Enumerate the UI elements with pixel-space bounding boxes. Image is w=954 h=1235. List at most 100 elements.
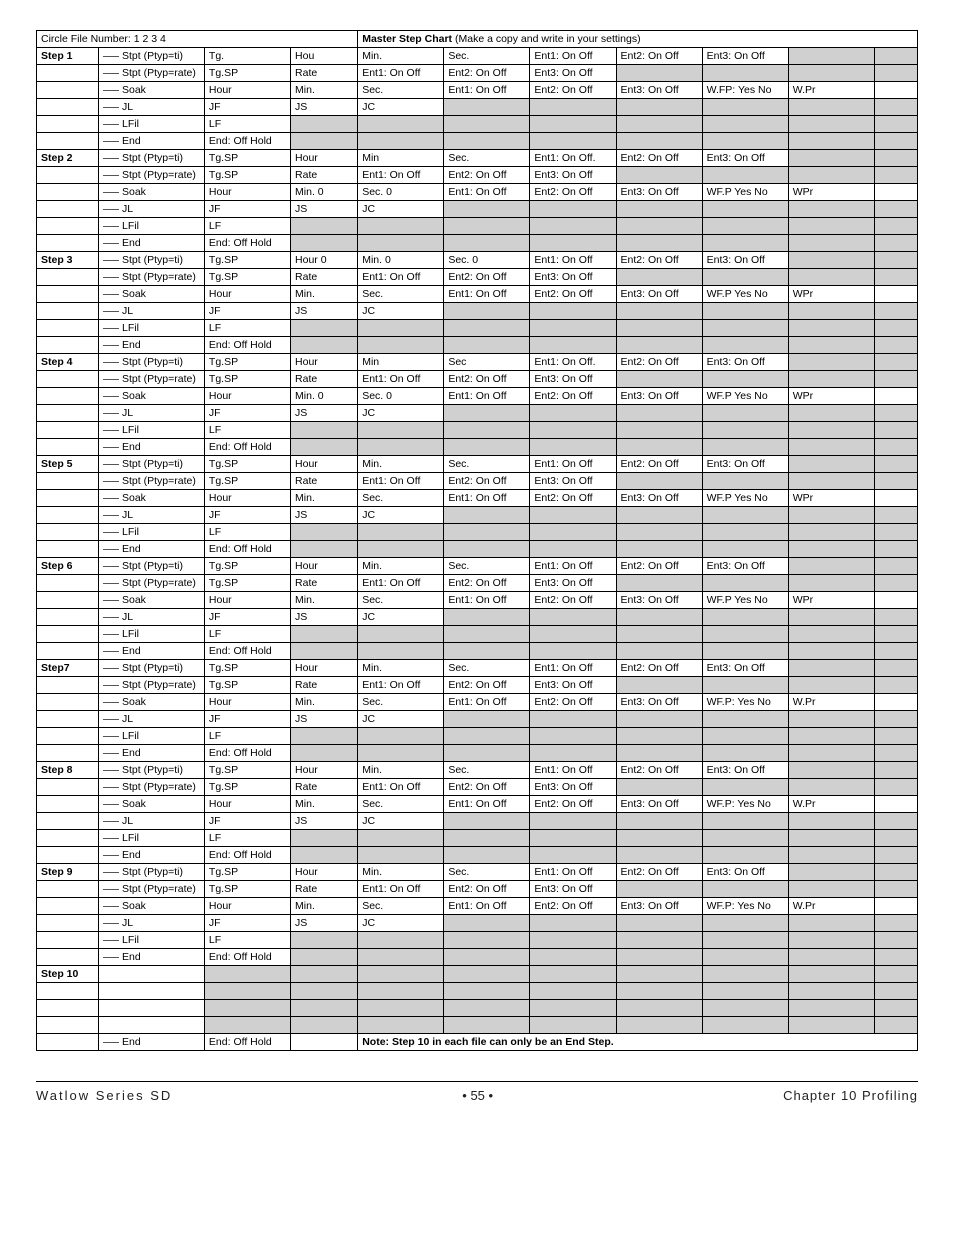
- row-label: End: [99, 745, 205, 762]
- step-blank: [37, 99, 99, 116]
- cell: [444, 405, 530, 422]
- cell: [530, 116, 616, 133]
- cell: Hour 0: [291, 252, 358, 269]
- cell: [616, 167, 702, 184]
- cell: Tg.SP: [204, 779, 290, 796]
- cell: [788, 762, 874, 779]
- cell: [702, 320, 788, 337]
- cell: [358, 133, 444, 150]
- cell: [702, 235, 788, 252]
- cell: [444, 847, 530, 864]
- cell: [874, 779, 917, 796]
- cell: Sec.: [358, 286, 444, 303]
- row-label: JL: [99, 915, 205, 932]
- row-label: End: [99, 133, 205, 150]
- row-label: Soak: [99, 388, 205, 405]
- header-title: Master Step Chart (Make a copy and write…: [358, 31, 918, 48]
- cell: Ent3: On Off: [530, 269, 616, 286]
- cell: [874, 48, 917, 65]
- cell: [788, 830, 874, 847]
- cell: [702, 949, 788, 966]
- cell: Ent3: On Off: [702, 864, 788, 881]
- cell: Sec.: [444, 864, 530, 881]
- cell: [788, 252, 874, 269]
- cell: Ent3: On Off: [530, 167, 616, 184]
- cell: W.Pr: [788, 898, 874, 915]
- cell: [358, 524, 444, 541]
- cell: [788, 218, 874, 235]
- cell: Ent1: On Off: [358, 677, 444, 694]
- cell: Ent3: On Off: [616, 796, 702, 813]
- step-blank: [37, 490, 99, 507]
- cell: [788, 337, 874, 354]
- cell: Ent3: On Off: [530, 371, 616, 388]
- cell: LF: [204, 932, 290, 949]
- row-label: Soak: [99, 694, 205, 711]
- cell: [874, 286, 917, 303]
- cell: Ent3: On Off: [702, 456, 788, 473]
- cell: Ent1: On Off: [530, 48, 616, 65]
- cell: [616, 337, 702, 354]
- cell: Ent2: On Off: [444, 269, 530, 286]
- step-blank: [37, 269, 99, 286]
- cell: [874, 473, 917, 490]
- row-label: Stpt (Ptyp=rate): [99, 575, 205, 592]
- cell: [444, 728, 530, 745]
- cell: [788, 728, 874, 745]
- cell: Min.: [291, 694, 358, 711]
- cell: [702, 116, 788, 133]
- cell: [702, 99, 788, 116]
- cell: Ent3: On Off: [616, 82, 702, 99]
- cell: [291, 949, 358, 966]
- cell: [291, 133, 358, 150]
- cell: End: Off Hold: [204, 133, 290, 150]
- cell: Min. 0: [291, 184, 358, 201]
- cell: [358, 728, 444, 745]
- cell: Rate: [291, 779, 358, 796]
- cell: Ent2: On Off: [616, 558, 702, 575]
- cell: [358, 745, 444, 762]
- cell: [530, 303, 616, 320]
- cell: Hour: [204, 694, 290, 711]
- cell: [788, 320, 874, 337]
- cell: [874, 405, 917, 422]
- cell: Ent2: On Off: [530, 82, 616, 99]
- cell: JC: [358, 201, 444, 218]
- cell: Ent2: On Off: [444, 167, 530, 184]
- step-label: Step 8: [37, 762, 99, 779]
- cell: [788, 660, 874, 677]
- cell: End: Off Hold: [204, 847, 290, 864]
- cell: [874, 82, 917, 99]
- cell: Ent3: On Off: [702, 150, 788, 167]
- cell: Ent1: On Off.: [530, 354, 616, 371]
- row-label: LFil: [99, 728, 205, 745]
- cell: [702, 779, 788, 796]
- cell: [702, 371, 788, 388]
- step-blank: [37, 745, 99, 762]
- cell: [616, 609, 702, 626]
- cell: [291, 439, 358, 456]
- step-blank: [37, 881, 99, 898]
- cell: [788, 48, 874, 65]
- cell: [444, 830, 530, 847]
- cell: Ent1: On Off: [444, 592, 530, 609]
- cell: [616, 711, 702, 728]
- row-label: Stpt (Ptyp=ti): [99, 456, 205, 473]
- row-label: Soak: [99, 898, 205, 915]
- cell: Min.: [358, 558, 444, 575]
- row-label: Stpt (Ptyp=rate): [99, 473, 205, 490]
- row-label: JL: [99, 507, 205, 524]
- cell: JC: [358, 711, 444, 728]
- cell: [874, 677, 917, 694]
- cell: [444, 337, 530, 354]
- cell: JF: [204, 915, 290, 932]
- cell: Min.: [358, 762, 444, 779]
- cell: [530, 626, 616, 643]
- cell: JF: [204, 507, 290, 524]
- step-blank: [37, 82, 99, 99]
- cell: [702, 303, 788, 320]
- cell: JF: [204, 405, 290, 422]
- cell: [788, 711, 874, 728]
- cell: [444, 116, 530, 133]
- cell: [874, 388, 917, 405]
